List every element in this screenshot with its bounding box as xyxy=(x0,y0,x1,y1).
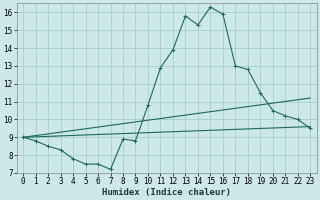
X-axis label: Humidex (Indice chaleur): Humidex (Indice chaleur) xyxy=(102,188,231,197)
